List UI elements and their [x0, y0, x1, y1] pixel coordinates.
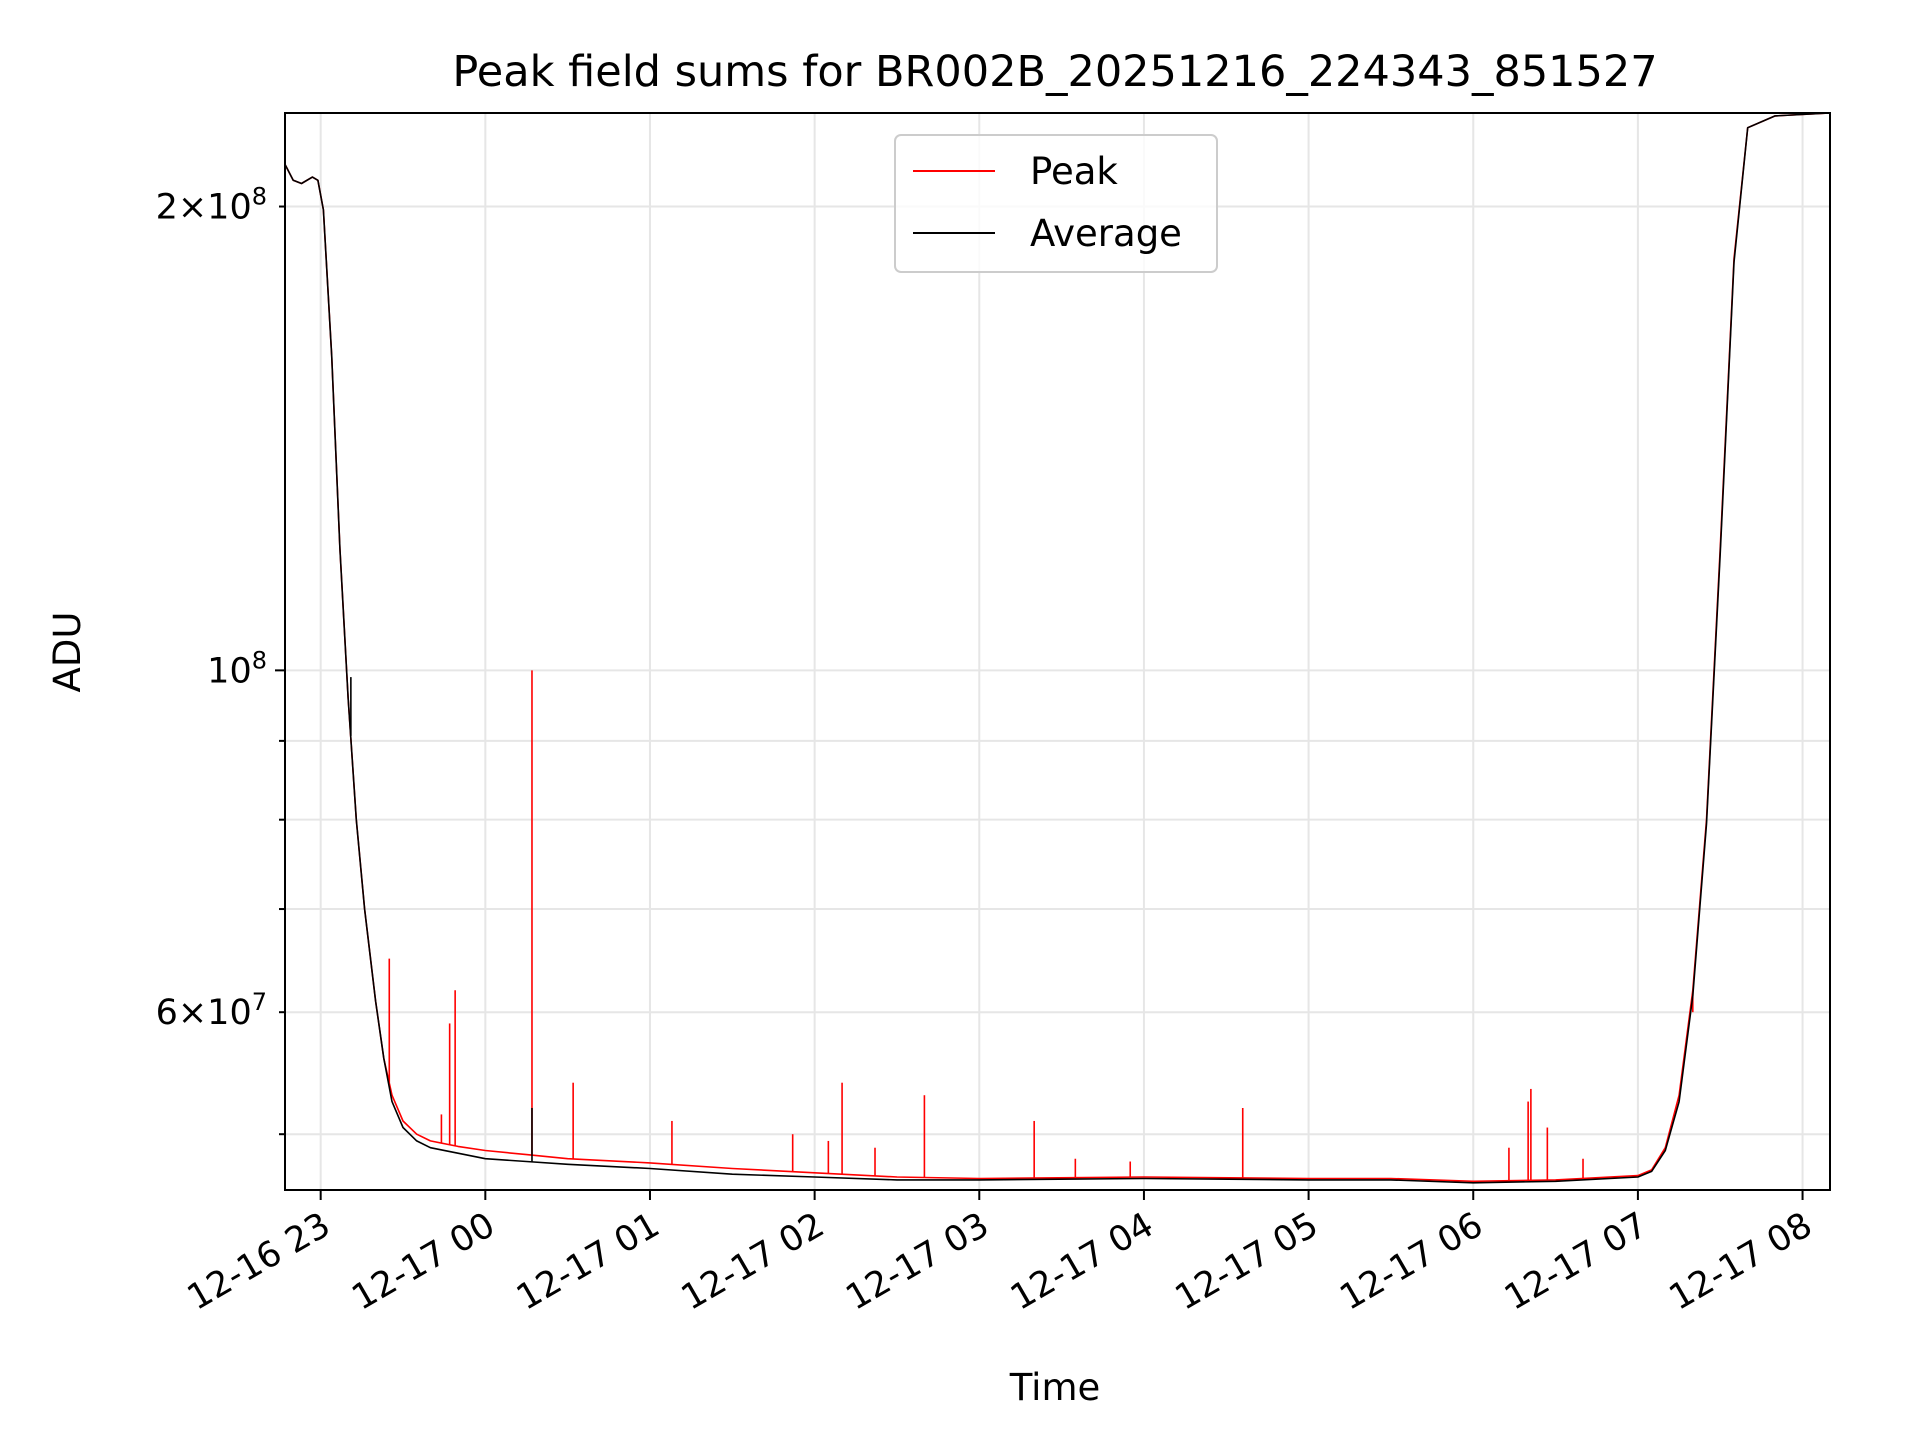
- legend: Peak Average: [894, 134, 1218, 273]
- series-line-average: [285, 113, 1830, 1184]
- y-tick-exponent: 7: [252, 988, 267, 1016]
- plot-frame: [284, 112, 1831, 1191]
- y-tick-base: 10: [207, 651, 252, 691]
- grid: [285, 113, 1830, 1190]
- plot-area: [285, 113, 1830, 1184]
- y-tick-mantissa: 2: [156, 188, 178, 228]
- svg-text:2×108: 2×108: [156, 183, 267, 228]
- legend-label-peak: Peak: [1030, 150, 1118, 193]
- svg-text:108: 108: [207, 646, 267, 691]
- legend-label-average: Average: [1030, 212, 1182, 255]
- y-tick-label: 108: [207, 646, 267, 691]
- y-tick-label: 6×107: [156, 988, 267, 1033]
- chart-title: Peak field sums for BR002B_20251216_2243…: [452, 47, 1657, 97]
- y-tick-base: 10: [207, 188, 252, 228]
- legend-box: [894, 134, 1218, 273]
- y-tick-label: 2×108: [156, 183, 267, 228]
- svg-text:6×107: 6×107: [156, 988, 267, 1033]
- y-tick-times: ×: [178, 188, 207, 228]
- y-tick-exponent: 8: [252, 646, 267, 674]
- series-group: [285, 113, 1830, 1184]
- y-tick-mantissa: 6: [156, 993, 178, 1033]
- y-tick-exponent: 8: [252, 183, 267, 211]
- y-tick-base: 10: [207, 993, 252, 1033]
- y-tick-times: ×: [178, 993, 207, 1033]
- x-axis-label: Time: [1009, 1366, 1101, 1409]
- y-axis-label: ADU: [46, 612, 89, 693]
